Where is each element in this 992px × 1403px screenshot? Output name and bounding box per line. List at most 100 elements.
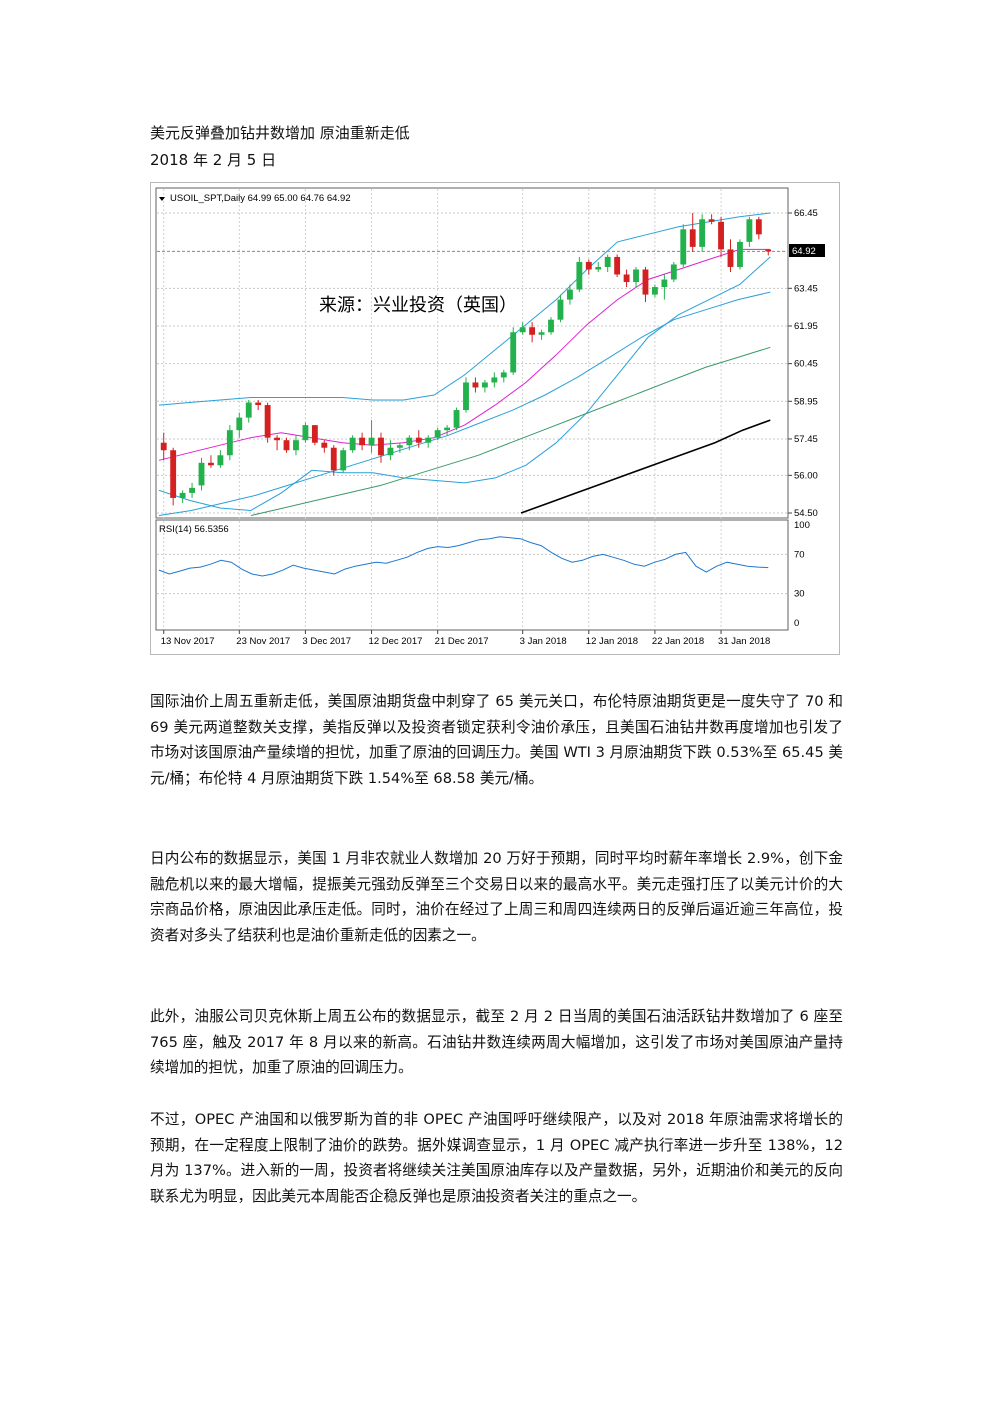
source-watermark: 来源：兴业投资（英国） <box>319 295 517 316</box>
candle-down <box>755 219 762 235</box>
candle-up <box>387 447 394 456</box>
candle-up <box>349 437 356 451</box>
candle-up <box>463 382 469 411</box>
candle-down <box>708 219 715 222</box>
current-price-label: 64.92 <box>792 246 816 257</box>
candle-down <box>415 437 422 443</box>
candle-up <box>519 327 526 333</box>
candle-down <box>727 249 734 267</box>
candle-up <box>444 427 451 431</box>
candle-down <box>321 442 328 448</box>
candle-down <box>585 261 592 270</box>
price-tick-label: 63.45 <box>794 283 818 294</box>
candle-up <box>746 219 753 242</box>
date-tick-label: 31 Jan 2018 <box>718 636 770 647</box>
candle-down <box>623 274 630 283</box>
rsi-label: RSI(14) 56.5356 <box>159 524 229 535</box>
date-tick-label: 12 Dec 2017 <box>369 636 423 647</box>
candle-down <box>283 440 290 451</box>
candle-down <box>359 437 366 446</box>
candle-down <box>160 442 167 451</box>
candle-up <box>434 430 441 438</box>
rsi-tick-label: 0 <box>794 618 799 629</box>
price-tick-label: 57.45 <box>794 434 818 445</box>
candle-down <box>208 462 214 466</box>
candle-down <box>472 382 479 388</box>
candle-up <box>406 437 413 446</box>
candle-up <box>633 269 639 283</box>
dropdown-triangle-icon[interactable] <box>159 197 165 201</box>
candle-up <box>510 332 517 373</box>
candle-up <box>293 440 299 451</box>
candle-up <box>680 229 687 265</box>
ma-long-line <box>520 419 771 514</box>
candle-up <box>670 264 677 280</box>
candle-down <box>689 229 696 247</box>
candle-up <box>500 372 507 378</box>
candle-up <box>217 455 224 466</box>
candle-up <box>236 417 243 431</box>
price-tick-label: 54.50 <box>794 508 818 519</box>
candle-up <box>576 261 583 290</box>
date-tick-label: 21 Dec 2017 <box>435 636 489 647</box>
ma-slow-line <box>250 346 771 516</box>
candle-up <box>651 287 658 295</box>
candle-up <box>179 492 186 498</box>
price-tick-label: 61.95 <box>794 321 818 332</box>
candle-down <box>718 221 724 250</box>
candle-down <box>311 425 318 443</box>
candle-down <box>642 269 649 295</box>
date-tick-label: 3 Jan 2018 <box>520 636 567 647</box>
date-tick-label: 3 Dec 2017 <box>302 636 351 647</box>
candle-up <box>189 487 195 493</box>
candle-layer <box>160 213 772 506</box>
bollinger-upper-line <box>158 212 771 406</box>
price-tick-label: 56.00 <box>794 470 818 481</box>
article-title: 美元反弹叠加钻井数增加 原油重新走低 <box>150 124 410 142</box>
indicator-layer <box>158 212 771 516</box>
candle-up <box>491 377 498 383</box>
rsi-panel <box>155 519 789 631</box>
candle-up <box>548 319 554 333</box>
price-chart: 66.45 63.45 61.95 60.45 58.95 57.45 56.00 54.50… <box>150 182 840 655</box>
rsi-layer <box>158 536 769 577</box>
candle-up <box>595 266 602 270</box>
candle-up <box>557 299 564 320</box>
candle-down <box>765 249 772 252</box>
candle-up <box>453 410 460 428</box>
candle-down <box>614 256 621 275</box>
article-paragraph: 不过，OPEC 产油国和以俄罗斯为首的非 OPEC 产油国呼吁继续限产，以及对 … <box>150 1111 843 1205</box>
current-price-tag <box>789 244 825 257</box>
rsi-line <box>158 536 769 577</box>
candle-down <box>255 402 262 406</box>
candle-up <box>198 462 205 486</box>
candle-up <box>245 402 252 418</box>
candle-down <box>264 405 271 438</box>
date-tick-label: 22 Jan 2018 <box>652 636 704 647</box>
candle-up <box>425 437 432 443</box>
candle-up <box>226 430 233 456</box>
price-tick-label: 58.95 <box>794 396 818 407</box>
candle-down <box>529 327 536 335</box>
price-tick-label: 60.45 <box>794 359 818 370</box>
article-date: 2018 年 2 月 5 日 <box>150 151 277 169</box>
candle-up <box>538 332 545 335</box>
date-tick-label: 12 Jan 2018 <box>586 636 638 647</box>
candle-down <box>170 450 177 498</box>
candle-down <box>330 447 337 471</box>
article-paragraph: 日内公布的数据显示，美国 1 月非农就业人数增加 20 万好于预期，同时平均时薪… <box>150 850 843 944</box>
ma-mid-line <box>158 291 771 516</box>
chart-svg: 66.45 63.45 61.95 60.45 58.95 57.45 56.00 54.50… <box>155 187 825 647</box>
candle-down <box>378 437 384 456</box>
article-paragraph: 此外，油服公司贝克休斯上周五公布的数据显示，截至 2 月 2 日当周的美国石油活… <box>150 1008 843 1076</box>
candle-up <box>340 450 347 471</box>
date-tick-label: 23 Nov 2017 <box>236 636 290 647</box>
candle-up <box>396 445 403 448</box>
ma-fast-line <box>158 248 771 461</box>
candle-up <box>368 437 375 446</box>
price-tick-label: 66.45 <box>794 208 818 219</box>
rsi-tick-label: 70 <box>794 549 805 560</box>
candle-up <box>661 279 668 288</box>
axis-layer: 66.45 63.45 61.95 60.45 58.95 57.45 56.00 54.50… <box>161 208 818 647</box>
rsi-tick-label: 100 <box>794 520 810 531</box>
